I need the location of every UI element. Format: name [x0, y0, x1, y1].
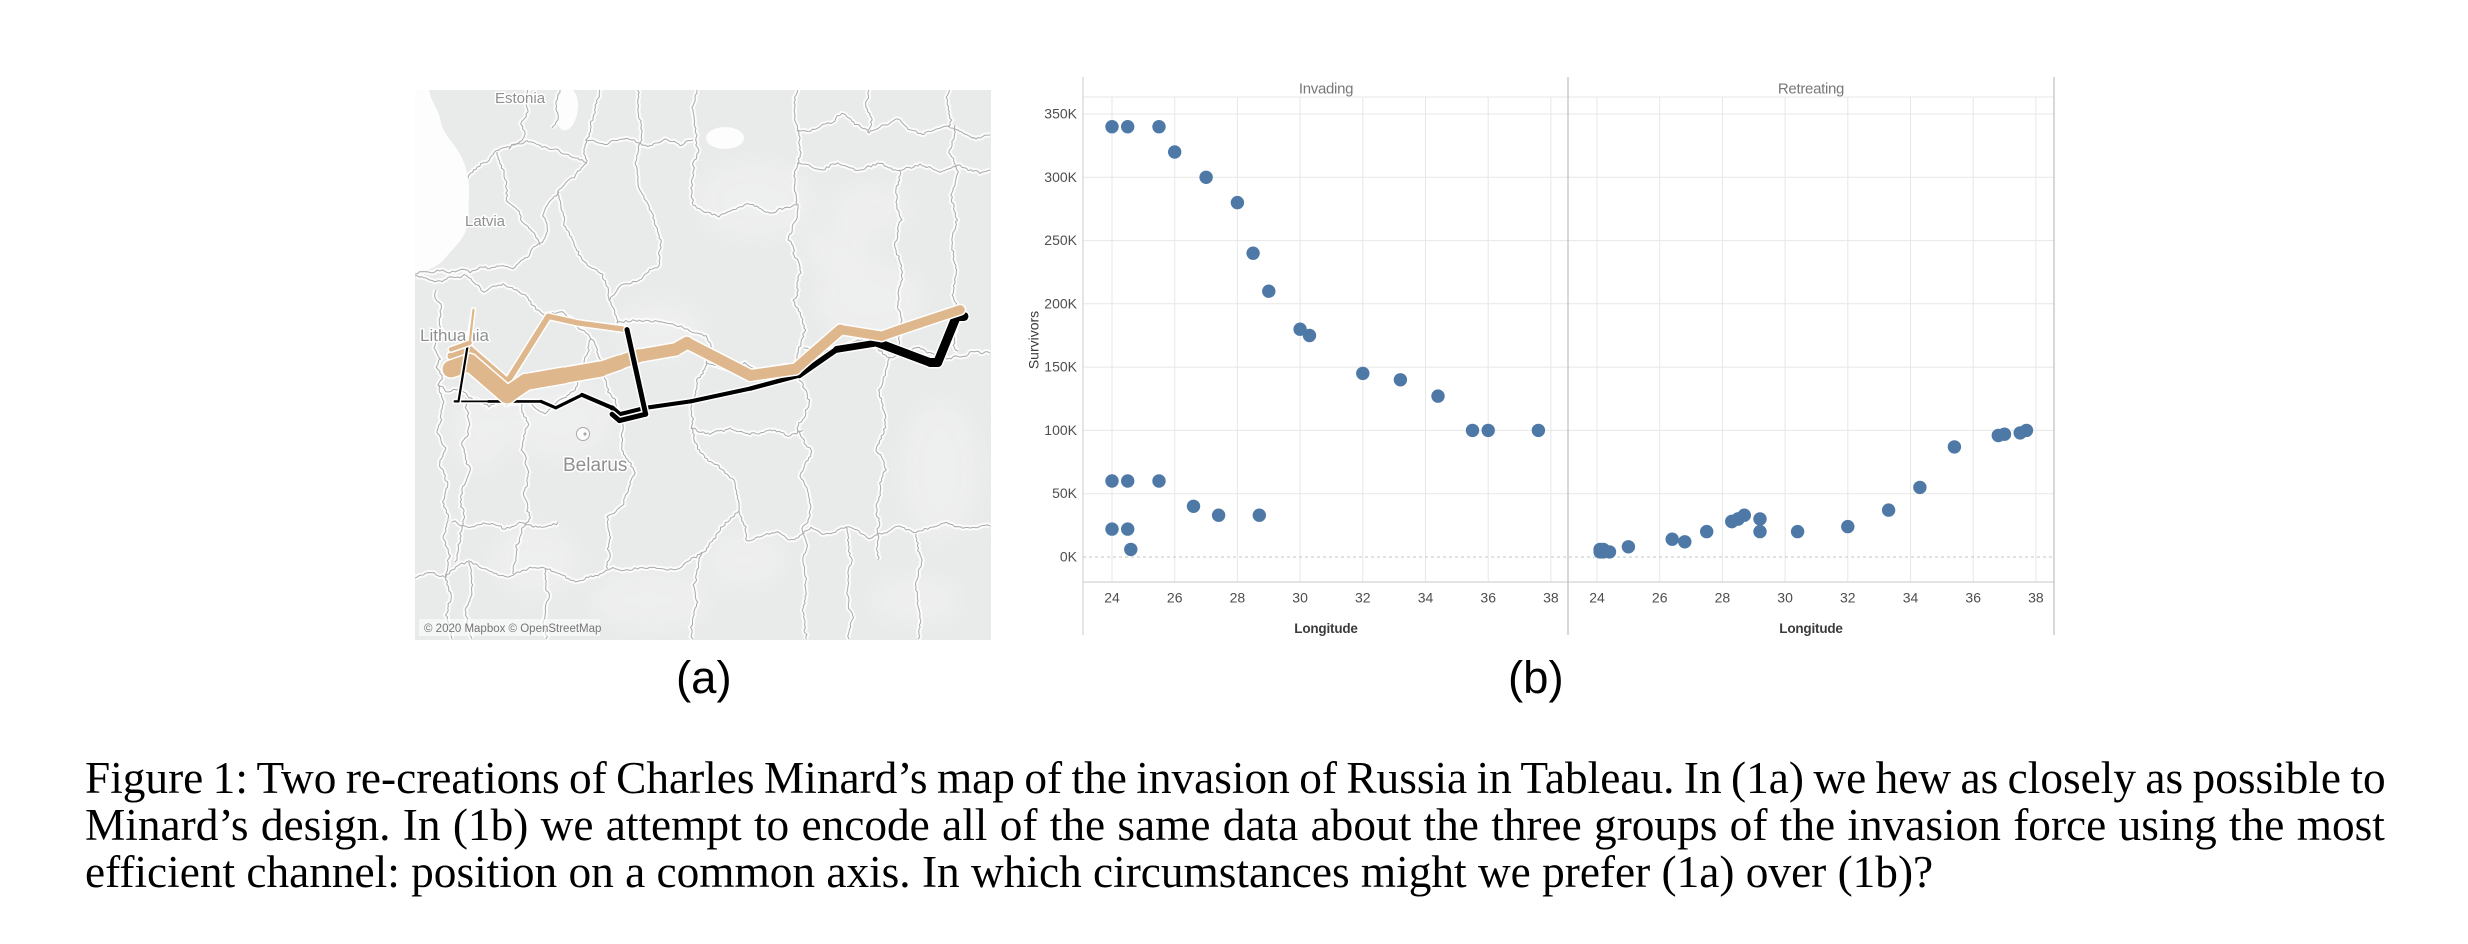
svg-text:250K: 250K: [1044, 232, 1077, 248]
svg-text:0K: 0K: [1060, 549, 1078, 565]
svg-text:Estonia: Estonia: [495, 90, 546, 107]
svg-text:28: 28: [1230, 590, 1246, 606]
svg-text:38: 38: [2028, 590, 2044, 606]
svg-text:150K: 150K: [1044, 359, 1077, 375]
svg-text:30: 30: [1777, 590, 1793, 606]
svg-text:© 2020 Mapbox © OpenStreetMap: © 2020 Mapbox © OpenStreetMap: [424, 623, 601, 635]
svg-text:32: 32: [1840, 590, 1856, 606]
svg-text:Survivors: Survivors: [1026, 311, 1042, 369]
svg-text:Longitude: Longitude: [1779, 621, 1843, 636]
svg-text:32: 32: [1355, 590, 1371, 606]
svg-text:34: 34: [1903, 590, 1919, 606]
svg-text:24: 24: [1589, 590, 1605, 606]
svg-text:30: 30: [1292, 590, 1308, 606]
svg-text:24: 24: [1104, 590, 1120, 606]
svg-text:36: 36: [1480, 590, 1496, 606]
svg-text:26: 26: [1652, 590, 1668, 606]
svg-text:200K: 200K: [1044, 295, 1077, 311]
svg-text:Invading: Invading: [1299, 81, 1353, 98]
svg-text:36: 36: [1965, 590, 1981, 606]
svg-text:28: 28: [1715, 590, 1731, 606]
svg-text:50K: 50K: [1052, 485, 1078, 501]
svg-text:34: 34: [1418, 590, 1434, 606]
svg-text:300K: 300K: [1044, 169, 1077, 185]
svg-text:Longitude: Longitude: [1294, 621, 1358, 636]
svg-text:350K: 350K: [1044, 106, 1077, 122]
svg-text:Lithuania: Lithuania: [420, 326, 490, 345]
svg-text:Belarus: Belarus: [563, 455, 627, 476]
svg-text:Latvia: Latvia: [465, 213, 506, 230]
svg-text:38: 38: [1543, 590, 1559, 606]
svg-text:Retreating: Retreating: [1778, 81, 1844, 98]
svg-text:26: 26: [1167, 590, 1183, 606]
svg-text:100K: 100K: [1044, 422, 1077, 438]
